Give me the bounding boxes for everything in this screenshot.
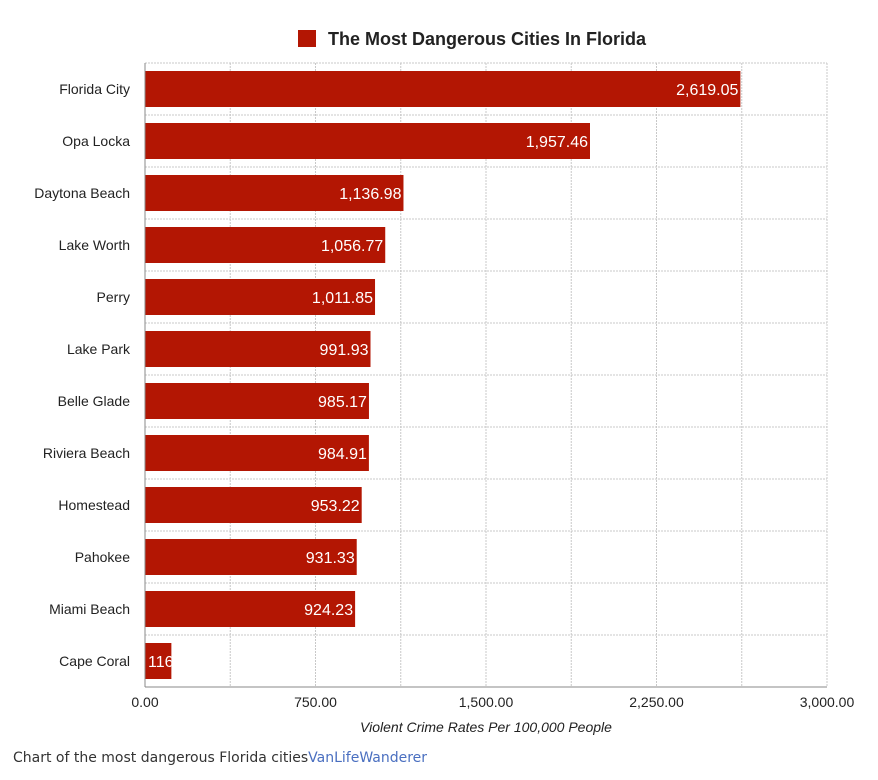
bar-value-label: 924.23 (304, 602, 353, 619)
bar-value-label: 116 (148, 654, 174, 671)
figure-caption: Chart of the most dangerous Florida citi… (13, 750, 427, 766)
bar (145, 643, 172, 679)
category-label: Florida City (59, 81, 130, 97)
bar-value-label: 991.93 (320, 342, 369, 359)
bar-chart: The Most Dangerous Cities In Florida 2,6… (34, 29, 854, 735)
bar (145, 539, 357, 575)
chart-figure: The Most Dangerous Cities In Florida 2,6… (34, 29, 854, 735)
bar (145, 487, 362, 523)
category-label: Lake Worth (59, 237, 130, 253)
legend-label: The Most Dangerous Cities In Florida (328, 29, 647, 49)
x-tick-label: 2,250.00 (629, 694, 684, 710)
category-label: Belle Glade (58, 393, 131, 409)
legend-swatch (298, 30, 316, 47)
bar-value-label: 1,011.85 (312, 290, 373, 307)
bar-value-label: 985.17 (318, 394, 367, 411)
category-label: Lake Park (67, 341, 131, 357)
bar (145, 435, 369, 471)
x-tick-label: 0.00 (131, 694, 158, 710)
x-tick-label: 1,500.00 (459, 694, 514, 710)
chart-legend: The Most Dangerous Cities In Florida (298, 29, 647, 49)
x-tick-label: 750.00 (294, 694, 337, 710)
category-label: Perry (97, 289, 130, 305)
x-tick-label: 3,000.00 (800, 694, 855, 710)
bar (145, 227, 386, 263)
category-label: Opa Locka (62, 133, 130, 149)
bar (145, 123, 590, 159)
x-axis-title: Violent Crime Rates Per 100,000 People (360, 719, 612, 735)
bar (145, 279, 376, 315)
chart-axes: Florida City Opa Locka Daytona Beach Lake W… (34, 63, 854, 735)
bar (145, 331, 371, 367)
bar (145, 591, 356, 627)
category-label: Riviera Beach (43, 445, 130, 461)
bar-value-label: 953.22 (311, 498, 360, 515)
bar-value-label: 1,957.46 (526, 134, 588, 151)
caption-text: Chart of the most dangerous Florida citi… (13, 750, 309, 766)
plot-area: 2,619.05 1,957.46 1,136.98 1,056.77 1,011.85… (144, 62, 828, 688)
bar-value-label: 1,136.98 (339, 186, 401, 203)
bar-value-label: 2,619.05 (676, 82, 738, 99)
bar (145, 71, 741, 107)
category-label: Pahokee (75, 549, 130, 565)
category-label: Miami Beach (49, 601, 130, 617)
source-link[interactable]: VanLifeWanderer (308, 750, 428, 766)
category-label: Daytona Beach (34, 185, 130, 201)
category-label: Homestead (58, 497, 130, 513)
category-label: Cape Coral (59, 653, 130, 669)
bar (145, 383, 369, 419)
bar-value-label: 984.91 (318, 446, 367, 463)
bar-value-label: 931.33 (306, 550, 355, 567)
bar (145, 175, 404, 211)
bar-value-label: 1,056.77 (321, 238, 383, 255)
